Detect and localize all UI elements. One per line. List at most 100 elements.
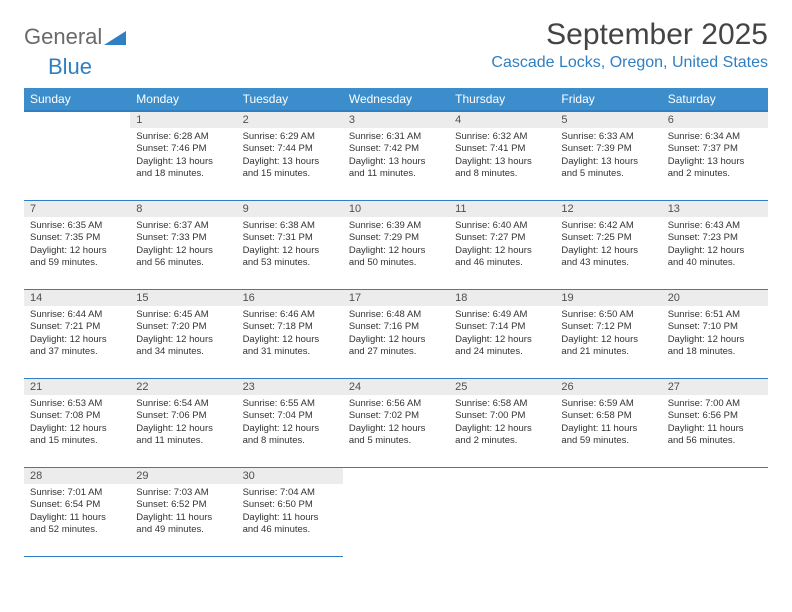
day-number: 7 (24, 201, 130, 217)
sunrise-text: Sunrise: 7:01 AM (30, 487, 124, 499)
sunset-text: Sunset: 7:10 PM (668, 321, 762, 333)
sunset-text: Sunset: 6:54 PM (30, 499, 124, 511)
sunset-text: Sunset: 7:16 PM (349, 321, 443, 333)
sunset-text: Sunset: 7:33 PM (136, 232, 230, 244)
sunrise-text: Sunrise: 6:58 AM (455, 398, 549, 410)
daylight-text: Daylight: 12 hours and 2 minutes. (455, 423, 549, 448)
sunrise-text: Sunrise: 6:33 AM (561, 131, 655, 143)
weekday-header: Monday (130, 88, 236, 111)
day-number: 2 (237, 112, 343, 128)
day-details: Sunrise: 6:46 AMSunset: 7:18 PMDaylight:… (237, 306, 343, 362)
sunset-text: Sunset: 7:00 PM (455, 410, 549, 422)
daylight-text: Daylight: 12 hours and 31 minutes. (243, 334, 337, 359)
sunset-text: Sunset: 7:39 PM (561, 143, 655, 155)
daylight-text: Daylight: 12 hours and 5 minutes. (349, 423, 443, 448)
day-details: Sunrise: 6:50 AMSunset: 7:12 PMDaylight:… (555, 306, 661, 362)
calendar-day-cell: 15Sunrise: 6:45 AMSunset: 7:20 PMDayligh… (130, 290, 236, 379)
sunset-text: Sunset: 7:12 PM (561, 321, 655, 333)
day-number: 19 (555, 290, 661, 306)
day-details: Sunrise: 6:45 AMSunset: 7:20 PMDaylight:… (130, 306, 236, 362)
calendar-day-cell: 8Sunrise: 6:37 AMSunset: 7:33 PMDaylight… (130, 201, 236, 290)
calendar-day-cell: 3Sunrise: 6:31 AMSunset: 7:42 PMDaylight… (343, 111, 449, 201)
daylight-text: Daylight: 11 hours and 56 minutes. (668, 423, 762, 448)
sunset-text: Sunset: 6:50 PM (243, 499, 337, 511)
sunrise-text: Sunrise: 6:38 AM (243, 220, 337, 232)
daylight-text: Daylight: 12 hours and 37 minutes. (30, 334, 124, 359)
daylight-text: Daylight: 12 hours and 11 minutes. (136, 423, 230, 448)
brand-logo: General (24, 18, 126, 50)
calendar-day-cell (555, 468, 661, 557)
calendar-day-cell: 17Sunrise: 6:48 AMSunset: 7:16 PMDayligh… (343, 290, 449, 379)
day-details: Sunrise: 6:34 AMSunset: 7:37 PMDaylight:… (662, 128, 768, 184)
day-details: Sunrise: 6:55 AMSunset: 7:04 PMDaylight:… (237, 395, 343, 451)
brand-triangle-icon (104, 29, 126, 45)
calendar-day-cell: 18Sunrise: 6:49 AMSunset: 7:14 PMDayligh… (449, 290, 555, 379)
sunrise-text: Sunrise: 6:32 AM (455, 131, 549, 143)
day-details: Sunrise: 6:56 AMSunset: 7:02 PMDaylight:… (343, 395, 449, 451)
calendar-day-cell: 30Sunrise: 7:04 AMSunset: 6:50 PMDayligh… (237, 468, 343, 557)
daylight-text: Daylight: 12 hours and 40 minutes. (668, 245, 762, 270)
day-number: 27 (662, 379, 768, 395)
calendar-day-cell (662, 468, 768, 557)
sunrise-text: Sunrise: 7:04 AM (243, 487, 337, 499)
sunrise-text: Sunrise: 6:59 AM (561, 398, 655, 410)
day-number: 9 (237, 201, 343, 217)
day-details: Sunrise: 6:29 AMSunset: 7:44 PMDaylight:… (237, 128, 343, 184)
day-details: Sunrise: 7:01 AMSunset: 6:54 PMDaylight:… (24, 484, 130, 540)
daylight-text: Daylight: 12 hours and 21 minutes. (561, 334, 655, 359)
day-details: Sunrise: 6:42 AMSunset: 7:25 PMDaylight:… (555, 217, 661, 273)
day-number: 21 (24, 379, 130, 395)
daylight-text: Daylight: 12 hours and 59 minutes. (30, 245, 124, 270)
calendar-day-cell: 26 Sunrise: 6:59 AMSunset: 6:58 PMDayligh… (555, 379, 661, 468)
day-details: Sunrise: 6:32 AMSunset: 7:41 PMDaylight:… (449, 128, 555, 184)
sunrise-text: Sunrise: 6:48 AM (349, 309, 443, 321)
calendar-day-cell: 23Sunrise: 6:55 AMSunset: 7:04 PMDayligh… (237, 379, 343, 468)
day-number: 12 (555, 201, 661, 217)
sunrise-text: Sunrise: 7:03 AM (136, 487, 230, 499)
calendar-day-cell: 7Sunrise: 6:35 AMSunset: 7:35 PMDaylight… (24, 201, 130, 290)
calendar-page: General September 2025 Cascade Locks, Or… (0, 0, 792, 575)
calendar-day-cell: 25 Sunrise: 6:58 AMSunset: 7:00 PMDayligh… (449, 379, 555, 468)
day-details: Sunrise: 6:53 AMSunset: 7:08 PMDaylight:… (24, 395, 130, 451)
calendar-day-cell: 13Sunrise: 6:43 AMSunset: 7:23 PMDayligh… (662, 201, 768, 290)
day-details: Sunrise: 6:40 AMSunset: 7:27 PMDaylight:… (449, 217, 555, 273)
day-number: 8 (130, 201, 236, 217)
daylight-text: Daylight: 12 hours and 15 minutes. (30, 423, 124, 448)
weekday-header: Sunday (24, 88, 130, 111)
daylight-text: Daylight: 13 hours and 5 minutes. (561, 156, 655, 181)
sunrise-text: Sunrise: 6:50 AM (561, 309, 655, 321)
sunset-text: Sunset: 7:04 PM (243, 410, 337, 422)
sunset-text: Sunset: 6:58 PM (561, 410, 655, 422)
day-number: 25 (449, 379, 555, 395)
sunrise-text: Sunrise: 6:51 AM (668, 309, 762, 321)
day-number: 24 (343, 379, 449, 395)
calendar-day-cell: 14Sunrise: 6:44 AMSunset: 7:21 PMDayligh… (24, 290, 130, 379)
day-number: 23 (237, 379, 343, 395)
sunrise-text: Sunrise: 6:39 AM (349, 220, 443, 232)
daylight-text: Daylight: 11 hours and 49 minutes. (136, 512, 230, 537)
sunset-text: Sunset: 7:41 PM (455, 143, 549, 155)
sunset-text: Sunset: 7:08 PM (30, 410, 124, 422)
day-details: Sunrise: 6:35 AMSunset: 7:35 PMDaylight:… (24, 217, 130, 273)
month-title: September 2025 (491, 18, 768, 52)
day-details: Sunrise: 6:43 AMSunset: 7:23 PMDaylight:… (662, 217, 768, 273)
calendar-day-cell: 20Sunrise: 6:51 AMSunset: 7:10 PMDayligh… (662, 290, 768, 379)
day-details: Sunrise: 6:54 AMSunset: 7:06 PMDaylight:… (130, 395, 236, 451)
calendar-week-row: 1Sunrise: 6:28 AMSunset: 7:46 PMDaylight… (24, 111, 768, 201)
day-details: Sunrise: 6:31 AMSunset: 7:42 PMDaylight:… (343, 128, 449, 184)
weekday-header: Wednesday (343, 88, 449, 111)
day-number: 6 (662, 112, 768, 128)
sunrise-text: Sunrise: 6:42 AM (561, 220, 655, 232)
calendar-day-cell (449, 468, 555, 557)
sunset-text: Sunset: 6:56 PM (668, 410, 762, 422)
daylight-text: Daylight: 11 hours and 59 minutes. (561, 423, 655, 448)
sunset-text: Sunset: 7:27 PM (455, 232, 549, 244)
sunrise-text: Sunrise: 6:43 AM (668, 220, 762, 232)
day-details: Sunrise: 6:33 AMSunset: 7:39 PMDaylight:… (555, 128, 661, 184)
day-number: 1 (130, 112, 236, 128)
daylight-text: Daylight: 12 hours and 18 minutes. (668, 334, 762, 359)
day-details: Sunrise: 6:48 AMSunset: 7:16 PMDaylight:… (343, 306, 449, 362)
day-number: 26 (555, 379, 661, 395)
daylight-text: Daylight: 13 hours and 2 minutes. (668, 156, 762, 181)
calendar-day-cell: 2Sunrise: 6:29 AMSunset: 7:44 PMDaylight… (237, 111, 343, 201)
